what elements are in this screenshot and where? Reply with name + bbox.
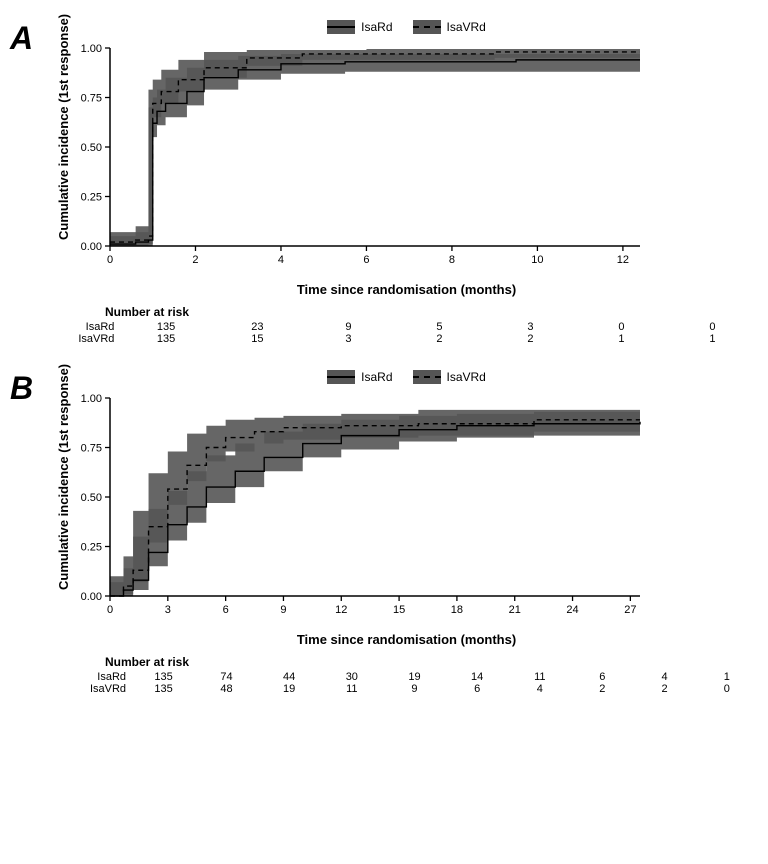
risk-cell: 44 — [258, 671, 321, 683]
svg-text:0: 0 — [107, 254, 113, 266]
svg-text:10: 10 — [531, 254, 543, 266]
legend-label-a: IsaRd — [361, 20, 392, 34]
panel-b: B IsaRd IsaVRd Cumulative incidence (1st… — [10, 370, 758, 695]
svg-text:0.25: 0.25 — [81, 192, 102, 204]
svg-text:1.00: 1.00 — [81, 393, 102, 405]
panel-b-plot-container: Cumulative incidence (1st response) 0.00… — [55, 390, 758, 647]
panel-a-xlabel: Time since randomisation (months) — [55, 282, 758, 297]
risk-cell: 0 — [696, 683, 758, 695]
risk-cell: 2 — [394, 333, 485, 345]
legend-item-isard: IsaRd — [327, 20, 392, 34]
risk-cell: 11 — [509, 671, 572, 683]
svg-text:0.75: 0.75 — [81, 443, 102, 455]
risk-cell: 14 — [446, 671, 509, 683]
legend-swatch-dash — [413, 20, 441, 34]
risk-cell: 48 — [195, 683, 258, 695]
risk-row-label: IsaVRd — [17, 333, 124, 345]
panel-a-plot-container: Cumulative incidence (1st response) 0.00… — [55, 40, 758, 297]
risk-cell: 2 — [571, 683, 633, 695]
svg-text:1.00: 1.00 — [81, 43, 102, 55]
risk-cell: 74 — [195, 671, 258, 683]
panel-b-risk-title: Number at risk — [105, 655, 758, 669]
svg-text:0.75: 0.75 — [81, 93, 102, 105]
legend-item-isavrd: IsaVRd — [413, 20, 486, 34]
svg-text:0.50: 0.50 — [81, 142, 102, 154]
svg-text:3: 3 — [165, 604, 171, 616]
legend-item-isavrd-b: IsaVRd — [413, 370, 486, 384]
risk-cell: 30 — [320, 671, 383, 683]
risk-cell: 9 — [303, 321, 394, 333]
panel-b-label: B — [10, 370, 33, 407]
panel-b-chart-wrap: IsaRd IsaVRd Cumulative incidence (1st r… — [55, 370, 758, 695]
legend-item-isard-b: IsaRd — [327, 370, 392, 384]
risk-cell: 11 — [320, 683, 383, 695]
risk-cell: 1 — [696, 671, 758, 683]
risk-cell: 4 — [633, 671, 695, 683]
risk-cell: 23 — [212, 321, 303, 333]
svg-text:27: 27 — [624, 604, 636, 616]
svg-text:4: 4 — [278, 254, 284, 266]
risk-cell: 2 — [633, 683, 695, 695]
svg-text:6: 6 — [363, 254, 369, 266]
risk-cell: 0 — [667, 321, 758, 333]
risk-row-label: IsaRd — [31, 671, 136, 683]
svg-text:8: 8 — [449, 254, 455, 266]
panel-a-label: A — [10, 20, 33, 57]
risk-cell: 6 — [446, 683, 509, 695]
panel-b-xlabel: Time since randomisation (months) — [55, 632, 758, 647]
risk-cell: 135 — [136, 683, 195, 695]
risk-cell: 5 — [394, 321, 485, 333]
risk-cell: 1 — [576, 333, 667, 345]
risk-cell: 15 — [212, 333, 303, 345]
legend-label-b-b: IsaVRd — [447, 370, 486, 384]
svg-text:0.25: 0.25 — [81, 542, 102, 554]
panel-a-risk-table: IsaRd1352395300IsaVRd1351532211 — [17, 321, 758, 345]
svg-text:15: 15 — [393, 604, 405, 616]
panel-a-ylabel: Cumulative incidence (1st response) — [56, 14, 71, 240]
panel-a-chart-wrap: IsaRd IsaVRd Cumulative incidence (1st r… — [55, 20, 758, 345]
risk-cell: 19 — [383, 671, 446, 683]
panel-b-legend: IsaRd IsaVRd — [55, 370, 758, 384]
svg-text:24: 24 — [566, 604, 578, 616]
panel-a-svg: 0.00 0.25 0.50 0.75 1.00 0 2 4 6 8 10 12 — [55, 40, 655, 280]
svg-text:0.00: 0.00 — [81, 241, 102, 253]
svg-text:0.00: 0.00 — [81, 591, 102, 603]
svg-text:2: 2 — [192, 254, 198, 266]
panel-a-risk-title: Number at risk — [105, 305, 758, 319]
svg-text:12: 12 — [617, 254, 629, 266]
risk-cell: 135 — [124, 321, 211, 333]
risk-cell: 9 — [383, 683, 446, 695]
legend-swatch-solid-b — [327, 370, 355, 384]
svg-text:0.50: 0.50 — [81, 492, 102, 504]
svg-text:9: 9 — [280, 604, 286, 616]
panel-b-risk-table: IsaRd135744430191411641IsaVRd13548191196… — [31, 671, 758, 695]
risk-cell: 135 — [136, 671, 195, 683]
panel-a-legend: IsaRd IsaVRd — [55, 20, 758, 34]
risk-cell: 3 — [485, 321, 576, 333]
panel-a: A IsaRd IsaVRd Cumulative incidence (1st… — [10, 20, 758, 345]
risk-cell: 6 — [571, 671, 633, 683]
risk-row-label: IsaRd — [17, 321, 124, 333]
risk-row-label: IsaVRd — [31, 683, 136, 695]
svg-text:18: 18 — [451, 604, 463, 616]
risk-cell: 1 — [667, 333, 758, 345]
panel-b-svg: 0.00 0.25 0.50 0.75 1.00 0 3 6 9 12 15 18 21 24 27 — [55, 390, 655, 630]
risk-cell: 4 — [509, 683, 572, 695]
legend-label-a-b: IsaRd — [361, 370, 392, 384]
svg-text:6: 6 — [223, 604, 229, 616]
svg-text:0: 0 — [107, 604, 113, 616]
svg-text:21: 21 — [509, 604, 521, 616]
risk-cell: 19 — [258, 683, 321, 695]
legend-swatch-solid — [327, 20, 355, 34]
legend-label-b: IsaVRd — [447, 20, 486, 34]
svg-text:12: 12 — [335, 604, 347, 616]
risk-cell: 3 — [303, 333, 394, 345]
panel-b-ylabel: Cumulative incidence (1st response) — [56, 364, 71, 590]
risk-cell: 2 — [485, 333, 576, 345]
risk-cell: 135 — [124, 333, 211, 345]
legend-swatch-dash-b — [413, 370, 441, 384]
risk-cell: 0 — [576, 321, 667, 333]
